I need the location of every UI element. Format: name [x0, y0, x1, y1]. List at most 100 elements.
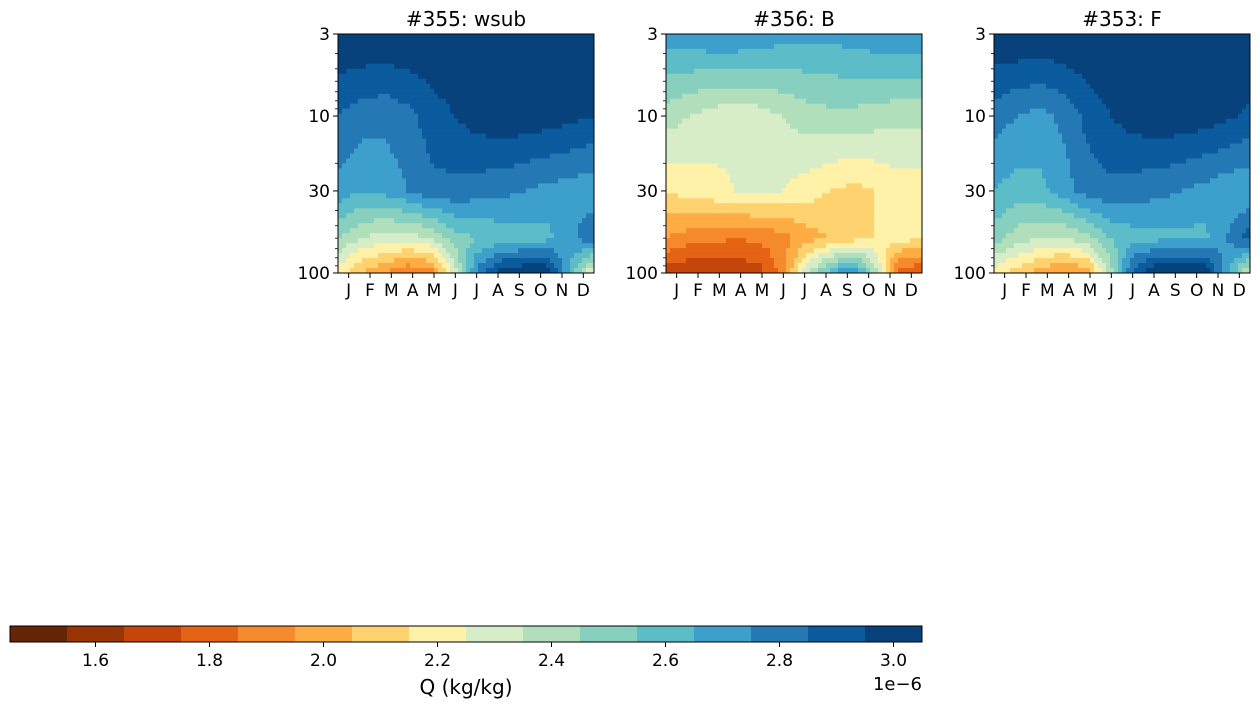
contour-cell: [590, 83, 594, 90]
contour-cell: [398, 148, 403, 155]
contour-cell: [870, 173, 875, 179]
contour-cell: [546, 83, 551, 90]
contour-cell: [338, 58, 343, 65]
contour-cell: [378, 34, 383, 40]
contour-cell: [510, 183, 515, 189]
contour-cell: [746, 68, 751, 75]
contour-cell: [918, 148, 922, 155]
contour-cell: [902, 153, 907, 160]
contour-cell: [558, 178, 563, 184]
contour-cell: [386, 118, 391, 125]
contour-cell: [766, 113, 771, 120]
contour-cell: [430, 128, 435, 135]
contour-cell: [862, 73, 867, 80]
contour-cell: [730, 43, 735, 50]
contour-cell: [574, 188, 579, 194]
contour-cell: [826, 58, 831, 65]
contour-cell: [518, 243, 523, 249]
contour-cell: [718, 153, 723, 160]
contour-cell: [810, 113, 815, 120]
contour-cell: [546, 88, 551, 95]
contour-cell: [534, 88, 539, 95]
contour-cell: [558, 88, 563, 95]
contour-cell: [410, 258, 415, 264]
contour-cell: [562, 138, 567, 145]
contour-cell: [762, 123, 767, 130]
contour-cell: [818, 143, 823, 150]
contour-cell: [710, 158, 715, 165]
contour-cell: [402, 98, 407, 105]
contour-cell: [590, 183, 594, 189]
contour-cell: [338, 113, 343, 120]
contour-cell: [794, 133, 799, 140]
contour-cell: [446, 248, 451, 254]
contour-cell: [702, 133, 707, 140]
contour-cell: [410, 138, 415, 145]
contour-cell: [854, 48, 859, 55]
contour-cell: [506, 153, 511, 160]
contour-cell: [698, 153, 703, 160]
contour-cell: [890, 118, 895, 125]
contour-cell: [670, 93, 675, 100]
contour-cell: [438, 113, 443, 120]
contour-cell: [738, 53, 743, 60]
contour-cell: [418, 163, 423, 170]
contour-cell: [370, 228, 375, 234]
contour-cell: [378, 58, 383, 65]
contour-cell: [550, 98, 555, 105]
contour-cell: [678, 88, 683, 95]
contour-cell: [714, 38, 719, 45]
contour-cell: [526, 193, 531, 199]
contour-cell: [862, 98, 867, 105]
contour-cell: [682, 168, 687, 175]
contour-cell: [342, 143, 347, 150]
contour-cell: [386, 218, 391, 224]
contour-cell: [550, 128, 555, 135]
contour-cell: [534, 163, 539, 170]
contour-cell: [378, 253, 383, 259]
contour-cell: [874, 133, 879, 140]
contour-cell: [754, 133, 759, 140]
contour-cell: [830, 108, 835, 115]
contour-cell: [866, 98, 871, 105]
contour-cell: [770, 128, 775, 135]
contour-cell: [486, 178, 491, 184]
contour-cell: [422, 48, 427, 55]
contour-cell: [850, 113, 855, 120]
contour-cell: [486, 253, 491, 259]
contour-cell: [862, 103, 867, 110]
contour-cell: [346, 128, 351, 135]
contour-cell: [438, 34, 443, 40]
contour-cell: [750, 98, 755, 105]
contour-cell: [470, 48, 475, 55]
contour-cell: [410, 203, 415, 209]
contour-cell: [666, 158, 671, 165]
contour-cell: [342, 98, 347, 105]
contour-cell: [902, 103, 907, 110]
contour-cell: [358, 138, 363, 145]
contour-cell: [786, 43, 791, 50]
contour-cell: [582, 268, 587, 273]
contour-cell: [786, 78, 791, 85]
contour-cell: [486, 263, 491, 269]
contour-cell: [538, 83, 543, 90]
contour-cell: [682, 43, 687, 50]
contour-cell: [442, 103, 447, 110]
contour-cell: [506, 133, 511, 140]
contour-cell: [814, 148, 819, 155]
contour-cell: [694, 108, 699, 115]
contour-cell: [358, 238, 363, 244]
contour-cell: [458, 48, 463, 55]
contour-cell: [474, 228, 479, 234]
contour-cell: [750, 43, 755, 50]
contour-cell: [366, 88, 371, 95]
contour-cell: [750, 88, 755, 95]
contour-cell: [830, 138, 835, 145]
contour-cell: [442, 53, 447, 60]
y-tick-label: 3: [319, 25, 330, 45]
contour-cell: [346, 133, 351, 140]
contour-cell: [390, 108, 395, 115]
contour-cell: [410, 88, 415, 95]
contour-cell: [814, 138, 819, 145]
contour-cell: [394, 203, 399, 209]
